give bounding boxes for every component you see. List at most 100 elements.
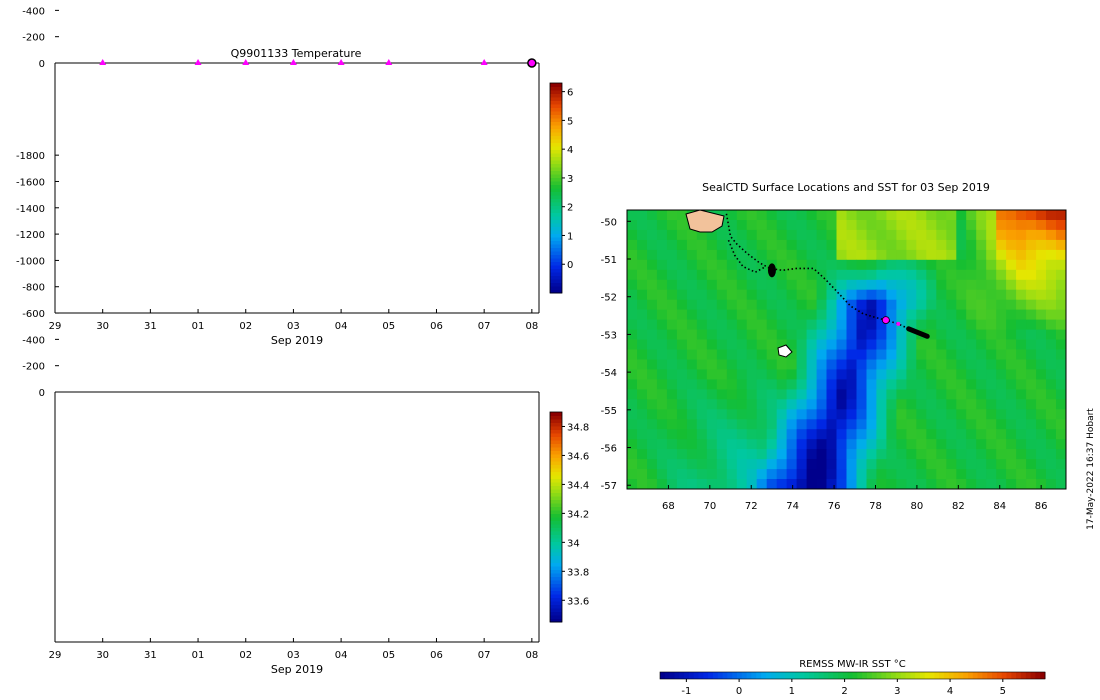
sst-cell xyxy=(886,469,897,480)
sst-cell xyxy=(826,299,837,311)
colorbar-segment xyxy=(550,223,562,227)
sst-cell xyxy=(746,469,758,480)
sst-cell xyxy=(996,419,1007,430)
sst-cell xyxy=(976,229,987,241)
sst-cell xyxy=(1016,359,1027,370)
sst-cell xyxy=(946,249,957,261)
sst-cell xyxy=(966,299,977,311)
x-tick-label: 29 xyxy=(49,650,62,661)
sst-cell xyxy=(866,339,877,350)
sst-cell xyxy=(776,289,788,301)
colorbar-segment xyxy=(550,576,562,581)
map-x-tick-label: 82 xyxy=(952,501,965,512)
colorbar-tick-label: 33.8 xyxy=(567,567,589,578)
y-tick-label: -400 xyxy=(22,335,45,346)
sst-cell xyxy=(1056,479,1067,490)
sst-cell xyxy=(686,279,698,291)
sst-colorbar-segment xyxy=(958,672,964,679)
sst-cell xyxy=(1056,429,1067,440)
sst-cell xyxy=(866,269,877,281)
sst-cell xyxy=(706,289,718,301)
sst-cell xyxy=(656,259,668,271)
sst-cell xyxy=(1046,389,1057,400)
colorbar-segment xyxy=(550,615,562,619)
sst-cell xyxy=(936,319,947,330)
sst-cell xyxy=(726,329,738,340)
sst-cell xyxy=(856,339,867,350)
sst-cell xyxy=(926,210,937,221)
sst-cell xyxy=(746,389,758,400)
x-tick-label: 30 xyxy=(96,321,109,332)
sst-cell xyxy=(637,259,648,271)
sst-cell xyxy=(756,319,768,330)
sst-colorbar-segment xyxy=(934,672,940,679)
sst-cell xyxy=(726,409,738,420)
colorbar-segment xyxy=(550,275,562,280)
sst-colorbar-segment xyxy=(996,672,1003,679)
sst-cell xyxy=(986,349,997,360)
map-x-tick-label: 72 xyxy=(745,501,758,512)
sst-cell xyxy=(846,419,857,430)
sst-colorbar-segment xyxy=(1025,672,1032,679)
sst-colorbar-segment xyxy=(804,672,810,679)
x-tick-label: 04 xyxy=(335,650,348,661)
sst-cell xyxy=(746,419,758,430)
sst-cell xyxy=(866,359,877,370)
sst-cell xyxy=(856,210,867,221)
sst-cell xyxy=(936,279,947,291)
sst-cell xyxy=(926,269,937,281)
colorbar-segment xyxy=(550,422,562,427)
sst-colorbar-segment xyxy=(1016,672,1022,679)
sst-cell xyxy=(1046,319,1057,330)
sst-cell xyxy=(637,479,648,490)
sst-cell xyxy=(926,379,937,390)
sst-cell xyxy=(976,289,987,301)
sst-cell xyxy=(696,389,708,400)
sst-cell xyxy=(1036,349,1047,360)
x-tick-label: 04 xyxy=(335,321,348,332)
sst-cell xyxy=(976,369,987,380)
sst-cell xyxy=(786,279,797,291)
sst-cell xyxy=(866,210,877,221)
sst-cell xyxy=(896,299,907,311)
sst-cell xyxy=(916,269,927,281)
colorbar-segment xyxy=(550,492,562,497)
sst-colorbar-segment xyxy=(1030,672,1036,679)
sst-cell xyxy=(736,409,748,420)
sst-cell xyxy=(936,479,947,490)
sst-cell xyxy=(736,220,748,231)
sst-cell xyxy=(796,389,807,400)
sst-cell xyxy=(946,429,957,440)
sst-cell xyxy=(1056,399,1067,410)
colorbar-segment xyxy=(550,552,562,556)
colorbar-segment xyxy=(550,240,562,245)
sst-cell xyxy=(766,369,778,380)
sst-cell xyxy=(976,329,987,340)
sst-cell xyxy=(986,449,997,460)
map-y-tick-label: -53 xyxy=(601,330,617,341)
x-tick-label: 05 xyxy=(382,650,395,661)
sst-cell xyxy=(996,259,1007,271)
sst-cell xyxy=(666,429,678,440)
colorbar-segment xyxy=(550,261,562,266)
sst-cell xyxy=(736,389,748,400)
colorbar-segment xyxy=(550,216,562,220)
sst-cell xyxy=(896,259,907,271)
sst-cell xyxy=(996,369,1007,380)
sst-cell xyxy=(846,369,857,380)
sst-cell xyxy=(1026,269,1037,281)
sst-cell xyxy=(796,359,807,370)
sst-cell xyxy=(986,459,997,470)
sst-cell xyxy=(686,259,698,271)
sst-cell xyxy=(886,289,897,301)
sst-cell xyxy=(866,449,877,460)
sst-cell xyxy=(976,399,987,410)
sst-colorbar-segment xyxy=(919,672,926,679)
sst-cell xyxy=(676,449,688,460)
sst-cell xyxy=(986,479,997,490)
sst-cell xyxy=(1016,210,1027,221)
sst-cell xyxy=(656,359,668,370)
sst-cell xyxy=(666,279,678,291)
sst-cell xyxy=(796,379,807,390)
sst-cell xyxy=(866,319,877,330)
